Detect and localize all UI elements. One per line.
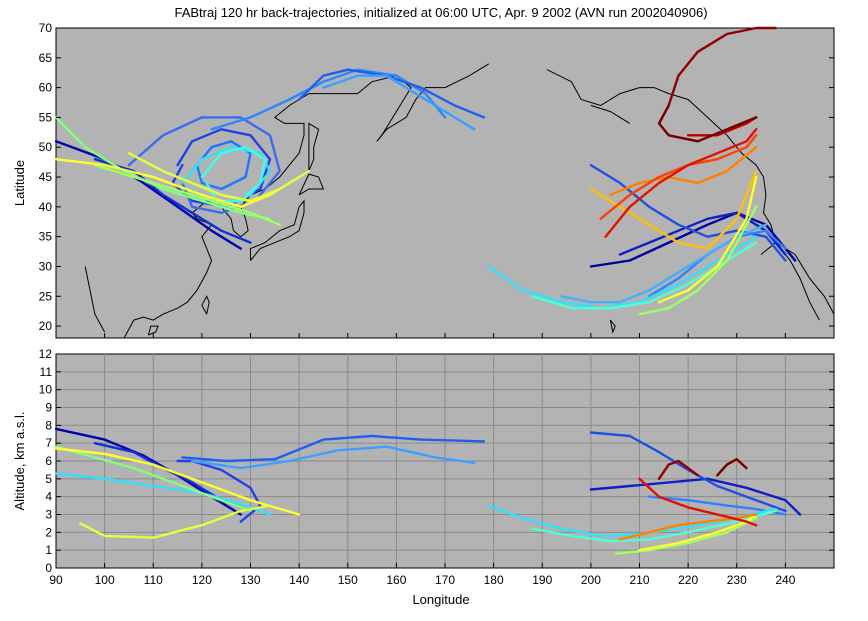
x-tick-label: 100 [95,573,115,587]
x-tick-label: 200 [581,573,601,587]
y-tick-label: 8 [45,418,52,432]
trajectory-line [618,513,758,541]
altitude-trajectories [54,427,802,555]
y-tick-label: 50 [39,140,53,154]
y-tick-label: 25 [39,289,53,303]
trajectory-line [127,116,281,214]
trajectory-line [54,158,301,208]
trajectory-line [54,445,252,513]
x-tick-label: 180 [484,573,504,587]
y-tick-label: 65 [39,51,53,65]
trajectory-line [716,458,748,477]
x-tick-label: 140 [289,573,309,587]
y-tick-label: 10 [39,383,53,397]
trajectory-line [190,445,476,470]
trajectory-line [531,509,777,543]
altitude-y-axis-label: Altitude, km a.s.l. [12,412,27,511]
coastline-segment [201,295,210,315]
trajectory-line [667,26,777,107]
altitude-x-axis: 90 100 110 120 130 140 150 160 170 180 190 200 210 22… [49,333,796,587]
y-tick-label: 2 [45,525,52,539]
y-tick-label: 1 [45,543,52,557]
coastline-segment [546,69,835,315]
y-tick-label: 11 [40,365,53,379]
coastline-segment [250,199,305,261]
y-tick-label: 55 [39,110,53,124]
coastline-segment [123,75,412,339]
trajectory-line [589,431,787,513]
y-tick-label: 30 [39,259,53,273]
trajectory-line [54,116,272,220]
y-tick-label: 45 [39,170,53,184]
x-tick-label: 190 [532,573,552,587]
trajectory-line [181,434,486,463]
coastline-segment [609,319,616,334]
trajectory-line [322,74,476,131]
trajectory-line [54,447,301,516]
trajectory-line [93,163,281,226]
x-tick-label: 130 [240,573,260,587]
trajectory-line [487,235,758,310]
trajectory-line [589,477,802,516]
trajectory-line [638,513,758,552]
x-tick-label: 230 [727,573,747,587]
y-tick-label: 20 [39,319,53,333]
trajectory-line [604,128,758,238]
trajectory-line [589,163,787,262]
map-y-axis-label: Latitude [12,160,27,206]
trajectory-line [560,223,768,304]
trajectory-line [609,146,758,197]
trajectory-line [614,516,758,555]
map-y-axis: 20 25 30 35 40 45 50 55 60 65 70 [39,21,834,333]
map-panel: 20 25 30 35 40 45 50 55 60 65 70 Latitude [12,21,835,339]
trajectory-line [54,140,242,250]
trajectory-line [79,504,272,539]
x-tick-label: 240 [775,573,795,587]
y-tick-label: 7 [45,436,52,450]
trajectory-line [657,459,699,480]
trajectory-line [190,140,252,191]
y-tick-label: 40 [39,200,53,214]
trajectory-line [589,169,758,250]
trajectory-line [638,477,758,527]
x-tick-label: 90 [49,573,63,587]
y-tick-label: 9 [45,401,52,415]
trajectory-line [127,152,311,203]
y-tick-label: 0 [45,561,52,575]
coastline-segment [590,105,631,124]
x-tick-label: 160 [386,573,406,587]
coastline-segment [308,122,320,172]
y-tick-label: 5 [45,472,52,486]
map-trajectories [54,26,797,316]
y-tick-label: 35 [39,230,53,244]
trajectory-line [638,205,758,316]
coastline-segment [298,173,325,196]
y-tick-label: 3 [45,508,52,522]
trajectory-line [54,472,272,516]
coastline-segment [84,266,106,333]
x-tick-label: 210 [629,573,649,587]
altitude-x-axis-label: Longitude [412,592,469,607]
y-tick-label: 60 [39,81,53,95]
coastline-segment [376,63,490,142]
x-tick-label: 220 [678,573,698,587]
trajectory-line [210,68,447,131]
y-tick-label: 70 [39,21,53,35]
map-plot-area [55,27,835,339]
x-tick-label: 120 [192,573,212,587]
y-tick-label: 6 [45,454,52,468]
chart-title: FABtraj 120 hr back-trajectories, initia… [174,5,707,20]
y-tick-label: 12 [39,347,53,361]
x-tick-label: 110 [144,573,163,587]
trajectory-line [657,175,758,304]
trajectory-line [657,104,758,143]
trajectory-line [93,158,252,244]
y-tick-label: 4 [45,490,52,504]
x-tick-label: 170 [435,573,455,587]
x-tick-label: 150 [338,573,358,587]
